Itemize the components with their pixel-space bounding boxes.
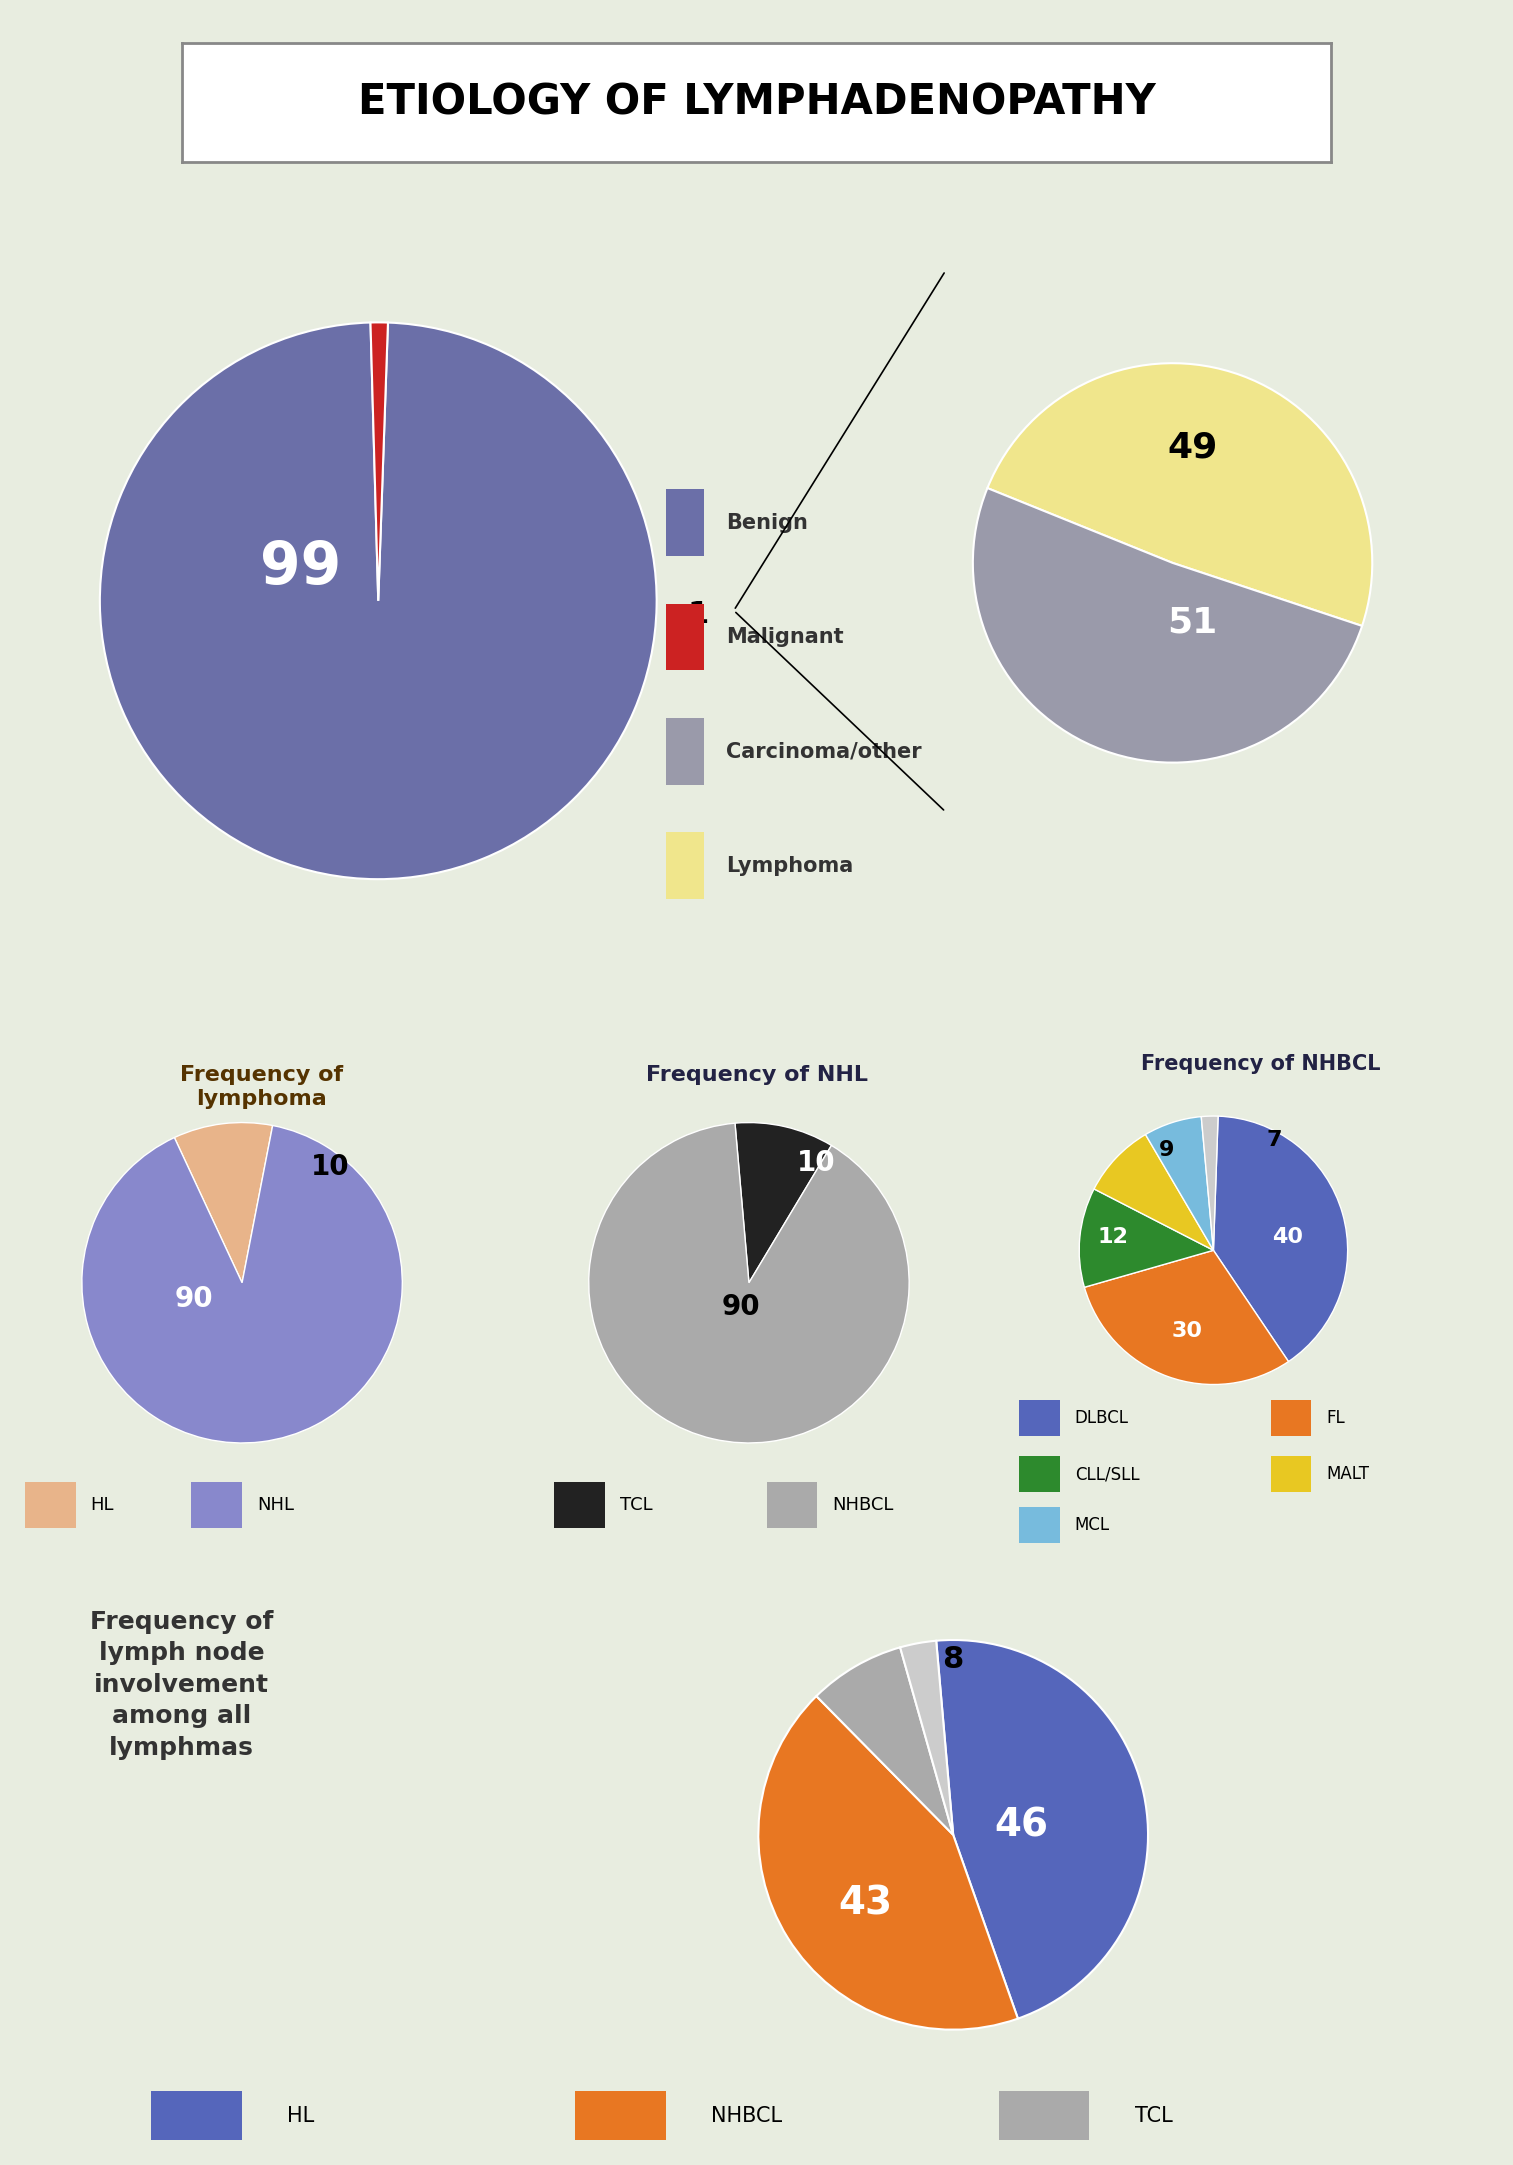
Bar bbox=[999, 2091, 1089, 2141]
Wedge shape bbox=[1079, 1189, 1213, 1288]
Bar bbox=[151, 2091, 242, 2141]
Wedge shape bbox=[937, 1641, 1148, 2018]
Text: Frequency of
lymphoma: Frequency of lymphoma bbox=[180, 1065, 343, 1108]
Text: 46: 46 bbox=[994, 1806, 1049, 1845]
Text: 30: 30 bbox=[1171, 1321, 1203, 1340]
Text: NHL: NHL bbox=[257, 1496, 294, 1513]
Bar bbox=[666, 604, 704, 671]
Wedge shape bbox=[817, 1648, 953, 1836]
Text: 8: 8 bbox=[943, 1645, 964, 1674]
Wedge shape bbox=[1094, 1134, 1213, 1251]
Text: NHBCL: NHBCL bbox=[832, 1496, 894, 1513]
Text: ETIOLOGY OF LYMPHADENOPATHY: ETIOLOGY OF LYMPHADENOPATHY bbox=[357, 82, 1156, 123]
Wedge shape bbox=[988, 364, 1372, 626]
Wedge shape bbox=[735, 1124, 832, 1282]
Text: 90: 90 bbox=[722, 1293, 760, 1321]
Text: Carcinoma/other: Carcinoma/other bbox=[726, 740, 921, 762]
Wedge shape bbox=[371, 323, 387, 600]
Wedge shape bbox=[1085, 1251, 1289, 1383]
Text: Lymphoma: Lymphoma bbox=[726, 855, 853, 875]
Text: DLBCL: DLBCL bbox=[1074, 1409, 1129, 1427]
Text: 7: 7 bbox=[1266, 1130, 1282, 1150]
Text: 40: 40 bbox=[1272, 1228, 1303, 1247]
Bar bbox=[1271, 1401, 1312, 1435]
Text: 49: 49 bbox=[1168, 431, 1218, 463]
Wedge shape bbox=[758, 1695, 1018, 2029]
Bar bbox=[192, 1481, 242, 1528]
Bar bbox=[666, 719, 704, 784]
Text: 10: 10 bbox=[797, 1150, 835, 1176]
Text: HL: HL bbox=[287, 2107, 315, 2126]
Text: TCL: TCL bbox=[1135, 2107, 1173, 2126]
Text: Frequency of NHL: Frequency of NHL bbox=[646, 1065, 867, 1085]
Bar bbox=[1020, 1457, 1059, 1492]
Wedge shape bbox=[589, 1124, 909, 1442]
Text: 12: 12 bbox=[1097, 1228, 1129, 1247]
Text: TCL: TCL bbox=[620, 1496, 652, 1513]
Bar bbox=[1020, 1401, 1059, 1435]
Text: 51: 51 bbox=[1168, 606, 1218, 641]
Bar bbox=[767, 1481, 817, 1528]
Text: Frequency of NHBCL: Frequency of NHBCL bbox=[1141, 1054, 1381, 1074]
Text: MCL: MCL bbox=[1074, 1516, 1111, 1535]
Wedge shape bbox=[82, 1126, 402, 1442]
Text: 10: 10 bbox=[310, 1154, 350, 1182]
Text: CLL/SLL: CLL/SLL bbox=[1074, 1466, 1139, 1483]
Bar bbox=[26, 1481, 76, 1528]
Wedge shape bbox=[973, 487, 1362, 762]
Text: FL: FL bbox=[1327, 1409, 1345, 1427]
Text: 99: 99 bbox=[260, 539, 340, 595]
Text: Benign: Benign bbox=[726, 513, 808, 533]
Text: 9: 9 bbox=[1159, 1139, 1174, 1160]
Bar bbox=[1020, 1507, 1059, 1544]
Wedge shape bbox=[1201, 1117, 1218, 1251]
Bar bbox=[666, 831, 704, 898]
Text: HL: HL bbox=[91, 1496, 113, 1513]
Bar bbox=[1271, 1457, 1312, 1492]
Wedge shape bbox=[100, 323, 657, 879]
Wedge shape bbox=[1213, 1117, 1348, 1362]
Text: NHBCL: NHBCL bbox=[711, 2107, 782, 2126]
Wedge shape bbox=[900, 1641, 953, 1836]
Text: 90: 90 bbox=[174, 1284, 213, 1312]
Wedge shape bbox=[1145, 1117, 1213, 1251]
Text: 1: 1 bbox=[688, 600, 710, 630]
Bar bbox=[666, 489, 704, 556]
Text: Frequency of
lymph node
involvement
among all
lymphmas: Frequency of lymph node involvement amon… bbox=[89, 1611, 274, 1760]
Bar bbox=[554, 1481, 605, 1528]
Text: 43: 43 bbox=[838, 1884, 893, 1923]
Wedge shape bbox=[174, 1124, 272, 1282]
Text: Malignant: Malignant bbox=[726, 628, 843, 647]
Bar bbox=[575, 2091, 666, 2141]
Text: MALT: MALT bbox=[1327, 1466, 1369, 1483]
